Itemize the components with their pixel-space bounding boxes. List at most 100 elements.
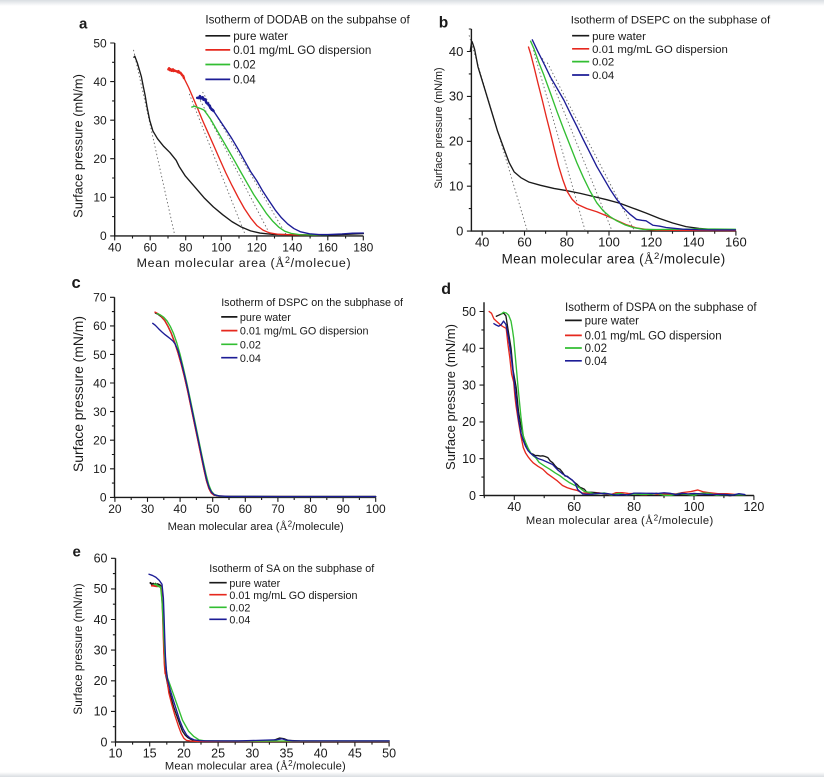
svg-text:d: d <box>441 281 451 298</box>
svg-text:80: 80 <box>560 235 574 250</box>
svg-text:b: b <box>439 15 448 32</box>
svg-text:0.04: 0.04 <box>233 74 256 87</box>
svg-text:50: 50 <box>94 582 108 596</box>
svg-text:50: 50 <box>382 747 396 761</box>
svg-text:160: 160 <box>725 235 747 250</box>
svg-text:60: 60 <box>144 241 158 255</box>
svg-text:100: 100 <box>684 500 705 514</box>
svg-text:80: 80 <box>179 241 193 255</box>
svg-text:60: 60 <box>94 552 108 566</box>
svg-text:20: 20 <box>462 415 476 429</box>
svg-text:Isotherm of SA on the subphase: Isotherm of SA on the subphase of <box>209 563 374 575</box>
svg-text:0: 0 <box>469 489 476 503</box>
svg-text:c: c <box>72 274 81 292</box>
svg-text:60: 60 <box>93 319 107 333</box>
svg-text:0.01 mg/mL GO dispersion: 0.01 mg/mL GO dispersion <box>592 44 728 56</box>
svg-text:pure water: pure water <box>585 316 640 328</box>
svg-text:0.01 mg/mL GO dispersion: 0.01 mg/mL GO dispersion <box>585 331 722 343</box>
svg-text:30: 30 <box>93 405 107 419</box>
svg-text:pure water: pure water <box>592 31 646 43</box>
svg-text:pure water: pure water <box>233 30 288 43</box>
svg-text:0.02: 0.02 <box>229 602 250 614</box>
svg-text:Surface pressure (mN/m): Surface pressure (mN/m) <box>72 583 85 714</box>
svg-text:50: 50 <box>93 36 107 50</box>
svg-text:40: 40 <box>507 500 521 514</box>
svg-text:40: 40 <box>314 747 328 761</box>
svg-text:15: 15 <box>143 747 157 761</box>
svg-text:0: 0 <box>100 491 107 505</box>
svg-text:50: 50 <box>93 348 107 362</box>
svg-text:Isotherm of DSEPC on the subph: Isotherm of DSEPC on the subphase of <box>571 15 771 27</box>
svg-text:Mean molecular area (Å2/molecu: Mean molecular area (Å2/molecule) <box>526 513 714 527</box>
svg-text:70: 70 <box>271 502 285 516</box>
svg-text:0.02: 0.02 <box>240 339 261 351</box>
svg-text:35: 35 <box>280 747 294 761</box>
svg-text:Mean molecular area (Å2/molecu: Mean molecular area (Å2/molecule) <box>168 519 344 533</box>
svg-text:30: 30 <box>141 502 155 516</box>
svg-text:120: 120 <box>640 235 662 250</box>
svg-text:40: 40 <box>462 342 476 356</box>
svg-text:40: 40 <box>94 613 108 627</box>
svg-text:40: 40 <box>449 44 463 59</box>
svg-text:10: 10 <box>109 747 123 761</box>
svg-text:30: 30 <box>449 89 463 104</box>
svg-text:pure water: pure water <box>229 578 280 590</box>
svg-text:0: 0 <box>101 735 108 749</box>
svg-text:pure water: pure water <box>240 312 291 324</box>
svg-text:120: 120 <box>247 241 267 255</box>
svg-text:a: a <box>79 16 88 33</box>
svg-text:50: 50 <box>462 305 476 319</box>
svg-text:100: 100 <box>598 235 620 250</box>
svg-text:30: 30 <box>462 378 476 392</box>
svg-text:40: 40 <box>173 502 187 516</box>
svg-text:20: 20 <box>93 152 107 166</box>
svg-text:20: 20 <box>449 134 463 149</box>
svg-text:10: 10 <box>462 452 476 466</box>
svg-text:10: 10 <box>94 705 108 719</box>
svg-text:140: 140 <box>683 235 705 250</box>
svg-text:Surface pressure (mN/m): Surface pressure (mN/m) <box>70 316 86 472</box>
svg-text:20: 20 <box>94 674 108 688</box>
svg-text:0.01 mg/mL GO dispersion: 0.01 mg/mL GO dispersion <box>233 44 371 57</box>
svg-text:0.04: 0.04 <box>585 356 608 368</box>
svg-text:Isotherm of DODAB on the subpa: Isotherm of DODAB on the subpahse of <box>205 13 410 26</box>
svg-text:Isotherm of DSPA on the subpha: Isotherm of DSPA on the subphase of <box>565 302 757 314</box>
svg-text:10: 10 <box>449 179 463 194</box>
svg-text:60: 60 <box>567 500 581 514</box>
svg-text:0.04: 0.04 <box>592 70 614 82</box>
svg-text:40: 40 <box>108 241 122 255</box>
svg-text:180: 180 <box>353 241 373 255</box>
svg-text:30: 30 <box>245 747 259 761</box>
svg-text:0.01 mg/mL GO dispersion: 0.01 mg/mL GO dispersion <box>229 590 357 602</box>
svg-text:0.04: 0.04 <box>229 614 250 626</box>
svg-text:30: 30 <box>93 114 107 128</box>
svg-text:e: e <box>73 544 81 561</box>
svg-text:70: 70 <box>93 291 107 305</box>
svg-text:60: 60 <box>239 502 253 516</box>
svg-text:160: 160 <box>318 241 338 255</box>
svg-text:0.02: 0.02 <box>585 343 607 355</box>
svg-text:80: 80 <box>627 500 641 514</box>
svg-text:45: 45 <box>348 747 362 761</box>
svg-text:Surface pressure (mN/m): Surface pressure (mN/m) <box>443 324 458 470</box>
svg-text:Mean molecular area (Å2/molecu: Mean molecular area (Å2/molecule) <box>502 251 726 266</box>
svg-text:0: 0 <box>456 223 463 238</box>
svg-text:0.01 mg/mL GO dispersion: 0.01 mg/mL GO dispersion <box>240 326 369 338</box>
svg-text:30: 30 <box>94 643 108 657</box>
svg-text:20: 20 <box>177 747 191 761</box>
svg-text:Mean molecular area (Å2/molecu: Mean molecular area (Å2/molecue) <box>137 255 352 270</box>
svg-text:100: 100 <box>366 502 386 516</box>
svg-text:60: 60 <box>517 235 531 250</box>
svg-text:20: 20 <box>108 502 122 516</box>
svg-text:100: 100 <box>211 241 231 255</box>
svg-text:Mean molecular area (Å2/molecu: Mean molecular area (Å2/molecule) <box>165 759 346 773</box>
svg-text:0.04: 0.04 <box>240 353 261 365</box>
svg-text:10: 10 <box>93 191 107 205</box>
svg-text:40: 40 <box>93 75 107 89</box>
svg-text:50: 50 <box>206 502 220 516</box>
svg-text:40: 40 <box>475 235 489 250</box>
svg-text:0.02: 0.02 <box>592 57 614 69</box>
svg-text:Surface pressure (mN/m): Surface pressure (mN/m) <box>433 67 445 188</box>
svg-text:0.02: 0.02 <box>233 59 256 72</box>
svg-text:10: 10 <box>93 462 107 476</box>
